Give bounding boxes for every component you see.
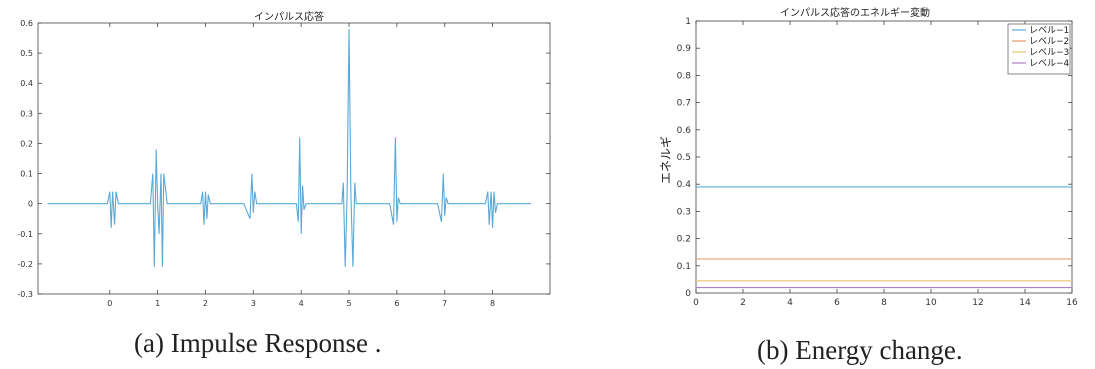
y-tick-label: 0.4 — [20, 79, 33, 88]
x-tick-label: 14 — [1019, 298, 1031, 308]
y-tick-label: 0.7 — [677, 99, 691, 109]
x-tick-label: 6 — [834, 298, 840, 308]
x-tick-label: 8 — [881, 298, 887, 308]
y-tick-label: 0.5 — [20, 49, 33, 58]
x-tick-label: 10 — [925, 298, 937, 308]
series-line-1 — [47, 28, 531, 267]
y-tick-label: 1 — [685, 17, 691, 27]
y-tick-label: -0.2 — [17, 260, 33, 269]
y-axis-label: エネルギ — [659, 136, 673, 184]
x-tick-label: 5 — [346, 299, 351, 308]
y-tick-label: 0.5 — [677, 153, 691, 163]
chart-title: インパルス応答のエネルギー変動 — [780, 6, 930, 19]
y-tick-label: 0.2 — [20, 139, 33, 148]
y-tick-label: 0.3 — [20, 109, 33, 118]
x-tick-label: 8 — [490, 299, 495, 308]
y-tick-label: 0.1 — [677, 262, 691, 272]
x-tick-label: 2 — [203, 299, 208, 308]
y-tick-label: -0.1 — [17, 230, 33, 239]
y-tick-label: 0.6 — [677, 126, 692, 136]
x-tick-label: 1 — [155, 299, 160, 308]
x-tick-label: 2 — [740, 298, 746, 308]
legend-entry: レベル−1 — [1029, 26, 1069, 36]
y-tick-label: 0.2 — [677, 235, 691, 245]
impulse-response-chart: インパルス応答 0 1 2 3 4 5 6 7 8 -0.3 -0.2 -0.1 0 0.1 0.2 0.3 0… — [17, 10, 551, 308]
y-tick-label: 0 — [28, 200, 33, 209]
x-tick-label: 7 — [442, 299, 447, 308]
chart-title: インパルス応答 — [254, 10, 324, 23]
x-tick-label: 16 — [1066, 298, 1078, 308]
y-tick-label: 0.8 — [677, 71, 692, 81]
x-tick-label: 0 — [107, 299, 112, 308]
legend-entry: レベル−2 — [1029, 37, 1069, 47]
legend-box — [1007, 23, 1071, 75]
caption-energy-change: (b) Energy change. — [757, 335, 963, 365]
caption-impulse-response: (a) Impulse Response . — [134, 328, 382, 358]
legend-entry: レベル−4 — [1029, 59, 1070, 69]
legend-entry: レベル−3 — [1029, 48, 1069, 58]
y-tick-label: 0.3 — [677, 207, 691, 217]
x-tick-label: 6 — [394, 299, 399, 308]
y-tick-label: 0 — [685, 289, 691, 299]
y-tick-label: 0.4 — [677, 180, 692, 190]
energy-change-chart: インパルス応答のエネルギー変動 エネルギ 0 2 4 6 8 10 12 14 16 0 0.1 0.… — [659, 6, 1078, 308]
x-tick-label: 3 — [251, 299, 256, 308]
y-tick-label: 0.6 — [20, 19, 33, 28]
x-tick-label: 12 — [972, 298, 983, 308]
y-tick-label: -0.3 — [17, 290, 33, 299]
x-tick-label: 4 — [787, 298, 793, 308]
x-tick-label: 4 — [299, 299, 304, 308]
plot-frame — [37, 22, 551, 295]
y-tick-label: 0.1 — [20, 170, 33, 179]
x-tick-label: 0 — [693, 298, 699, 308]
y-tick-label: 0.9 — [677, 44, 692, 54]
